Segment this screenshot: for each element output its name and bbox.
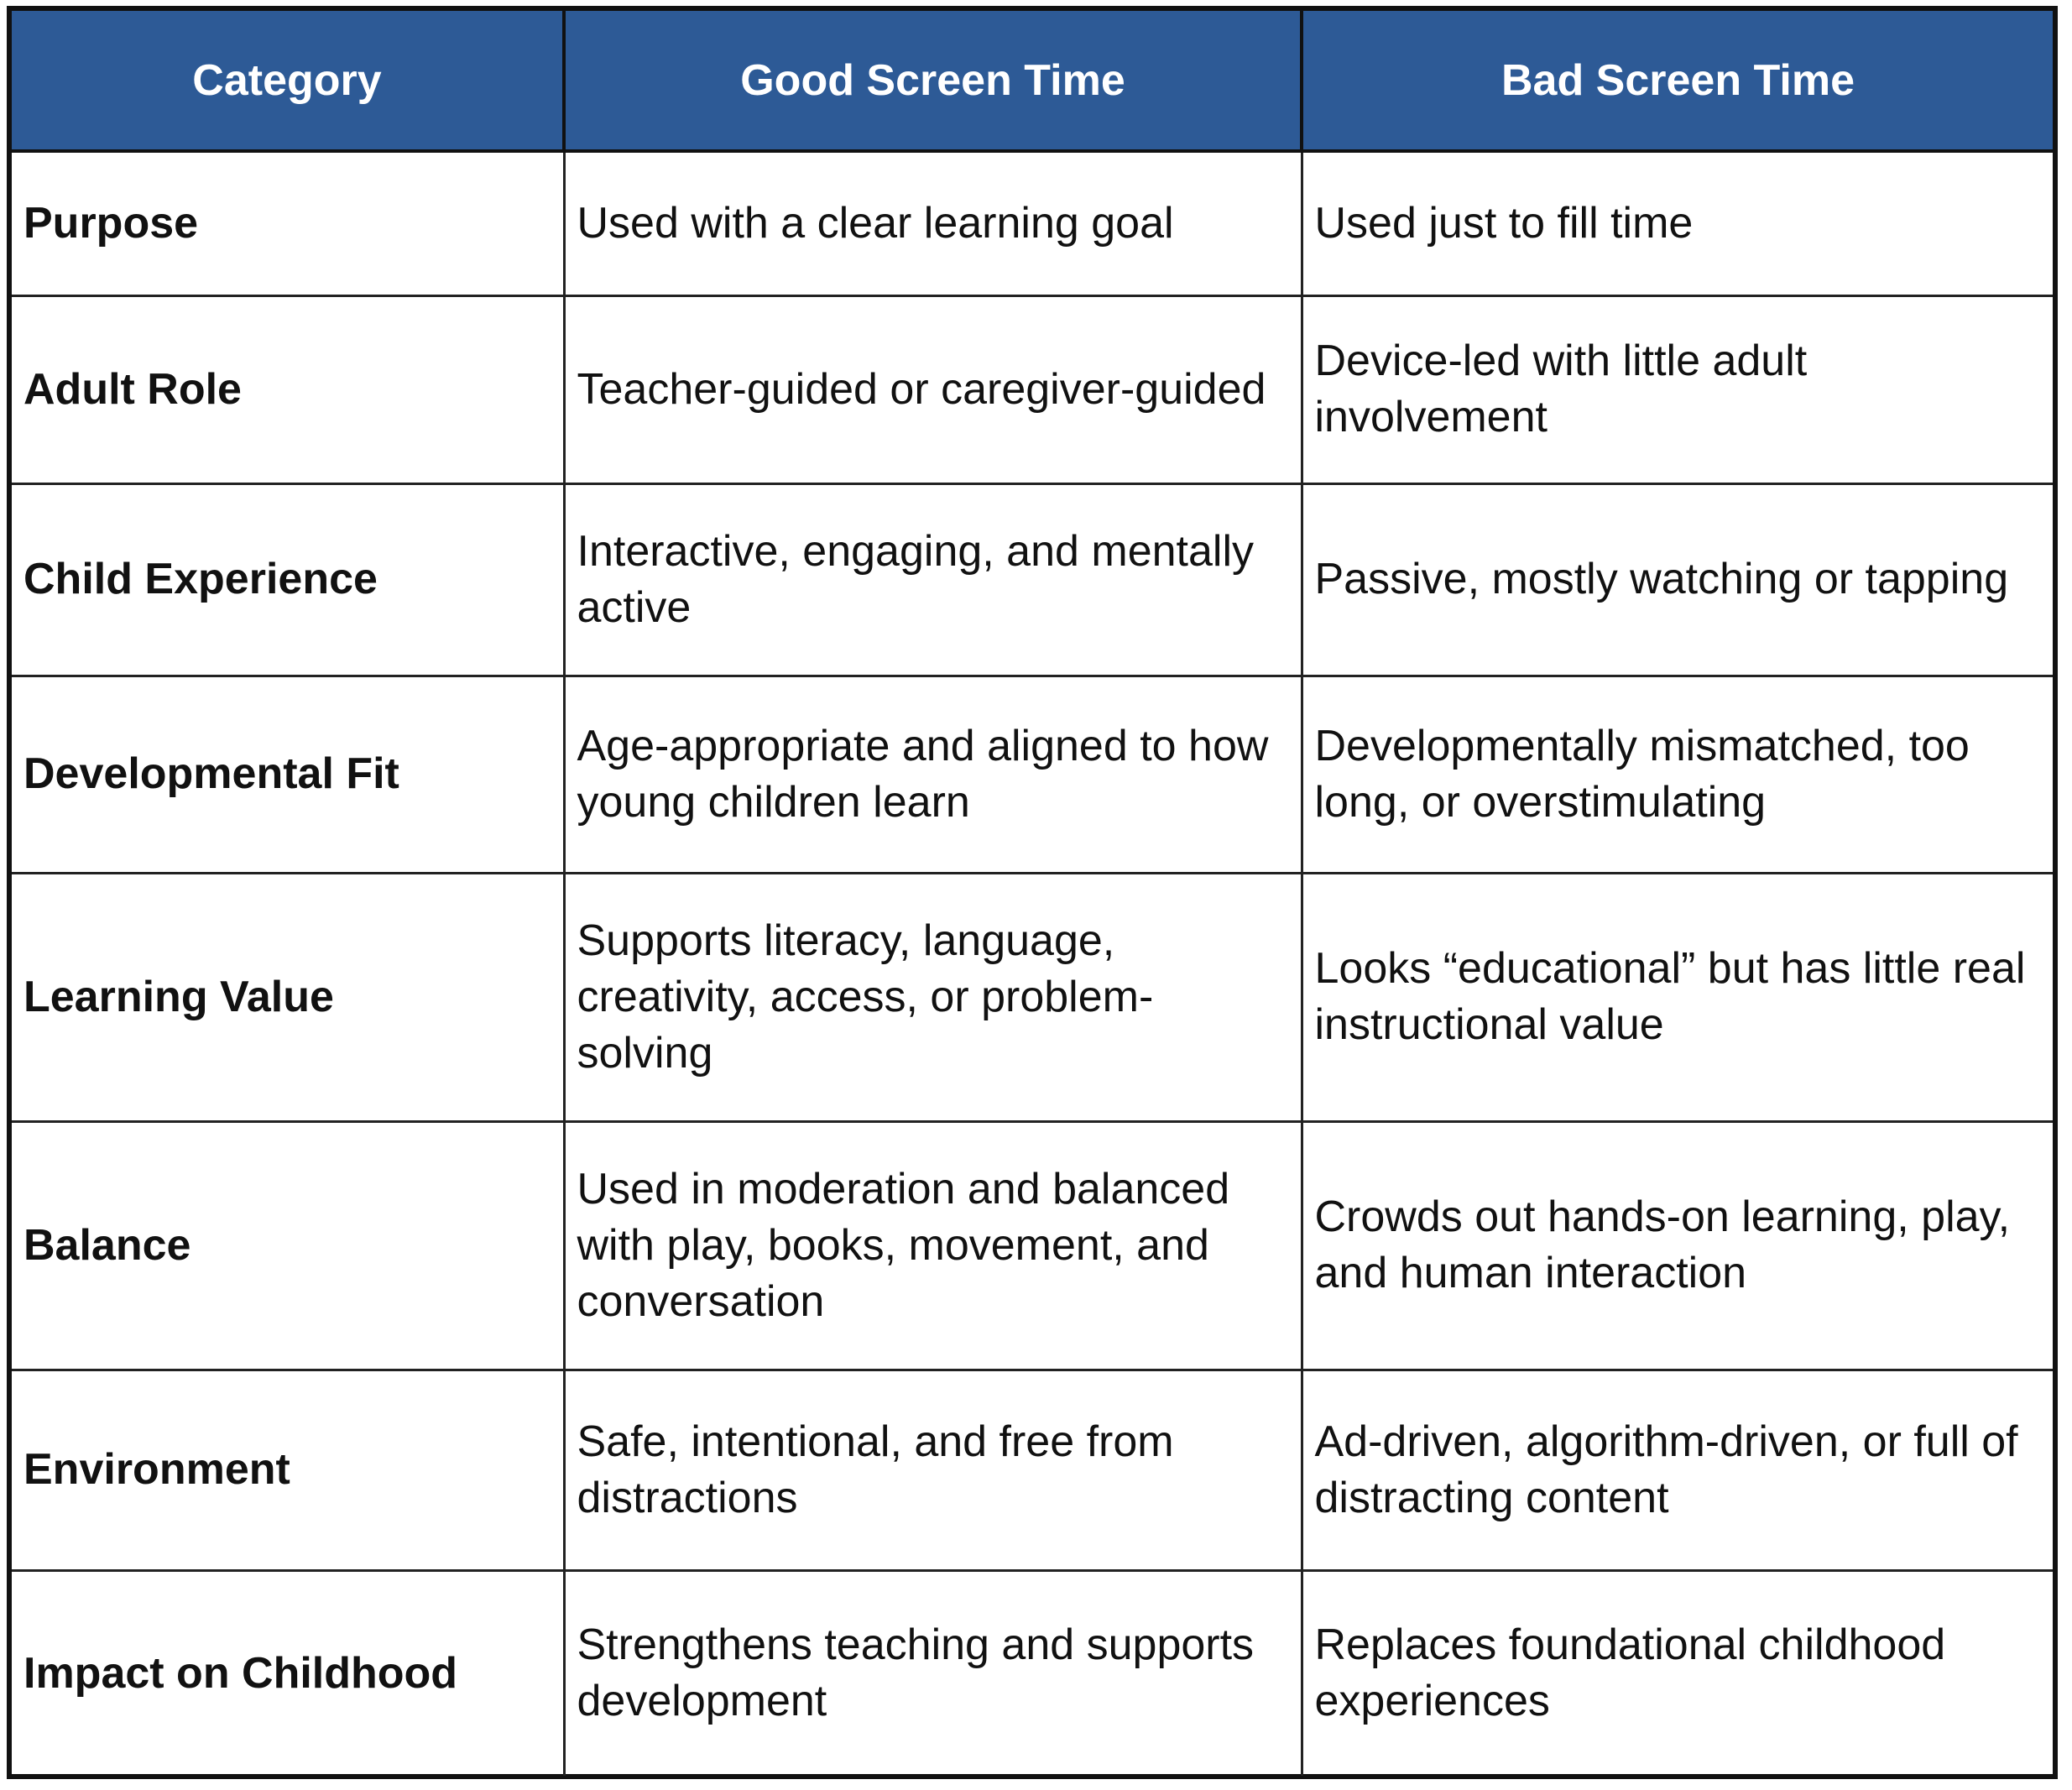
bad-cell: Crowds out hands-on learning, play, and … <box>1300 1119 2053 1371</box>
good-cell: Supports literacy, language, creativity,… <box>562 871 1303 1123</box>
header-good-screen-time: Good Screen Time <box>562 11 1303 153</box>
table-row: Adult Role Teacher-guided or caregiver-g… <box>12 294 2053 485</box>
good-cell: Used with a clear learning goal <box>562 149 1303 297</box>
header-bad-screen-time: Bad Screen Time <box>1300 11 2053 153</box>
category-cell: Learning Value <box>12 871 566 1123</box>
bad-cell: Passive, mostly watching or tapping <box>1300 482 2053 677</box>
good-cell: Age-appropriate and aligned to how young… <box>562 674 1303 874</box>
header-category: Category <box>12 11 566 153</box>
bad-cell: Looks “educational” but has little real … <box>1300 871 2053 1123</box>
bad-cell: Developmentally mismatched, too long, or… <box>1300 674 2053 874</box>
good-cell: Used in moderation and balanced with pla… <box>562 1119 1303 1371</box>
screen-time-comparison-table: Category Good Screen Time Bad Screen Tim… <box>12 11 2053 1776</box>
header-row: Category Good Screen Time Bad Screen Tim… <box>12 11 2053 153</box>
table-row: Developmental Fit Age-appropriate and al… <box>12 674 2053 874</box>
comparison-table-frame: Category Good Screen Time Bad Screen Tim… <box>7 6 2058 1779</box>
table-row: Learning Value Supports literacy, langua… <box>12 871 2053 1123</box>
table-row: Impact on Childhood Strengthens teaching… <box>12 1568 2053 1776</box>
category-cell: Adult Role <box>12 294 566 485</box>
good-cell: Safe, intentional, and free from distrac… <box>562 1368 1303 1572</box>
table-header: Category Good Screen Time Bad Screen Tim… <box>12 11 2053 153</box>
table-row: Child Experience Interactive, engaging, … <box>12 482 2053 677</box>
good-cell: Teacher-guided or caregiver-guided <box>562 294 1303 485</box>
bad-cell: Device-led with little adult involvement <box>1300 294 2053 485</box>
category-cell: Impact on Childhood <box>12 1568 566 1776</box>
bad-cell: Replaces foundational childhood experien… <box>1300 1568 2053 1776</box>
table-row: Purpose Used with a clear learning goal … <box>12 149 2053 297</box>
category-cell: Developmental Fit <box>12 674 566 874</box>
category-cell: Environment <box>12 1368 566 1572</box>
table-row: Environment Safe, intentional, and free … <box>12 1368 2053 1572</box>
good-cell: Interactive, engaging, and mentally acti… <box>562 482 1303 677</box>
bad-cell: Ad-driven, algorithm-driven, or full of … <box>1300 1368 2053 1572</box>
category-cell: Balance <box>12 1119 566 1371</box>
table-row: Balance Used in moderation and balanced … <box>12 1119 2053 1371</box>
bad-cell: Used just to fill time <box>1300 149 2053 297</box>
table-body: Purpose Used with a clear learning goal … <box>12 149 2053 1776</box>
category-cell: Child Experience <box>12 482 566 677</box>
category-cell: Purpose <box>12 149 566 297</box>
good-cell: Strengthens teaching and supports develo… <box>562 1568 1303 1776</box>
